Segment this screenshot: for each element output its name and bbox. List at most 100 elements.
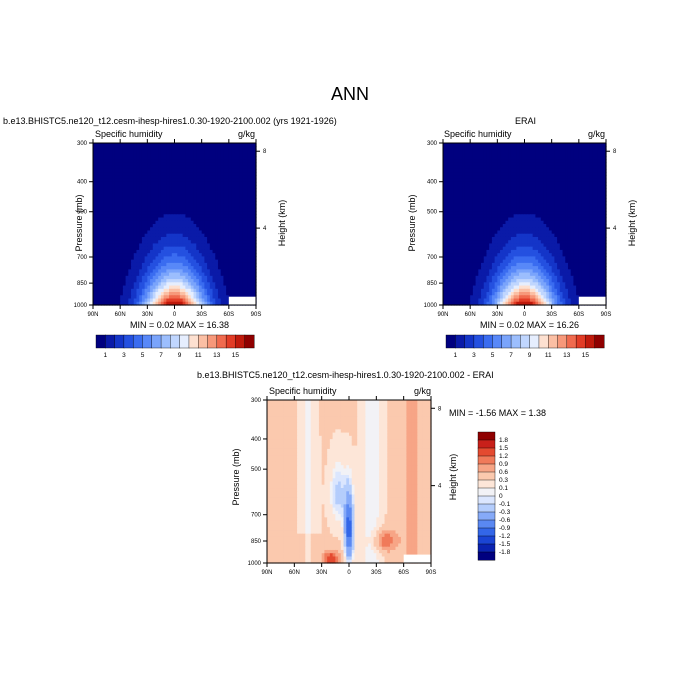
colorbar-box xyxy=(492,334,503,349)
y-tick-label: 500 xyxy=(427,210,438,216)
variable-name-erai: Specific humidity xyxy=(444,129,512,139)
colorbar-box xyxy=(529,334,540,349)
x-tick-label: 60S xyxy=(573,312,584,318)
y-tick-label: 850 xyxy=(251,539,262,545)
units-erai: g/kg xyxy=(588,129,606,139)
colorbar-box xyxy=(538,334,549,349)
y-tick-label: 700 xyxy=(77,255,88,261)
colorbar-box xyxy=(477,543,496,553)
height-tick-label: 8 xyxy=(613,149,617,155)
colorbar-box xyxy=(216,334,227,349)
colorbar-label: 13 xyxy=(563,352,571,359)
colorbar-label: 1.5 xyxy=(499,445,508,452)
minmax-model: MIN = 0.02 MAX = 16.38 xyxy=(130,320,230,330)
x-tick-label: 30S xyxy=(196,312,207,318)
y-tick-label: 500 xyxy=(251,467,262,473)
colorbar-box xyxy=(464,334,475,349)
colorbar-box xyxy=(477,447,496,457)
x-tick-label: 30S xyxy=(546,312,557,318)
y-tick-label: 700 xyxy=(251,513,262,519)
colorbar-label: 0 xyxy=(499,493,503,500)
y-tick-label: 700 xyxy=(427,255,438,261)
y-tick-label: 300 xyxy=(251,398,262,404)
colorbar-box xyxy=(477,527,496,537)
y-tick-label: 400 xyxy=(427,180,438,186)
colorbar-label: 15 xyxy=(232,352,240,359)
topography-mask xyxy=(228,296,256,305)
colorbar-box xyxy=(477,511,496,521)
colorbar-label: 13 xyxy=(213,352,221,359)
minmax-erai: MIN = 0.02 MAX = 16.26 xyxy=(480,320,580,330)
colorbar-box xyxy=(235,334,246,349)
x-tick-label: 60S xyxy=(223,312,234,318)
colorbar-box xyxy=(95,334,106,349)
x-tick-label: 30N xyxy=(142,312,153,318)
colorbar: 1 3 5 7 9 11 13 15 xyxy=(95,334,255,359)
x-tick-label: 60S xyxy=(398,570,409,576)
y-tick-label: 1000 xyxy=(424,303,438,309)
panel-title-erai: ERAI xyxy=(515,116,537,126)
topography-mask xyxy=(403,554,431,563)
figure-title: ANN xyxy=(330,84,369,104)
x-tick-label: 90S xyxy=(251,312,262,318)
colorbar-box xyxy=(142,334,153,349)
colorbar-label: 15 xyxy=(582,352,590,359)
colorbar: 1 3 5 7 9 11 13 15 xyxy=(445,334,605,359)
height-tick-label: 4 xyxy=(263,226,267,232)
y-tick-label: 300 xyxy=(427,141,438,147)
x-tick-label: 90N xyxy=(261,570,272,576)
colorbar-label: 7 xyxy=(509,352,513,359)
colorbar-box xyxy=(114,334,125,349)
y-tick-label: 850 xyxy=(427,281,438,287)
colorbar-label: 0.1 xyxy=(499,485,508,492)
chart-erai: 90N 60N 30N 0 30S 60S 90S 300 400 500 700 850 1000 4 8… xyxy=(424,139,617,359)
colorbar: 1.81.51.20.90.60.30.10-0.1-0.3-0.6-0.9-1… xyxy=(477,431,511,561)
height-tick-label: 4 xyxy=(438,484,442,490)
y-tick-label: 850 xyxy=(77,281,88,287)
y-tick-label: 1000 xyxy=(74,303,88,309)
colorbar-box xyxy=(566,334,577,349)
colorbar-box xyxy=(132,334,143,349)
colorbar-label: 3 xyxy=(472,352,476,359)
colorbar-box xyxy=(594,334,605,349)
x-tick-label: 90N xyxy=(437,312,448,318)
colorbar-box xyxy=(225,334,236,349)
colorbar-box xyxy=(179,334,190,349)
colorbar-label: -0.6 xyxy=(499,517,511,524)
colorbar-box xyxy=(170,334,181,349)
height-tick-label: 8 xyxy=(438,406,442,412)
colorbar-label: 3 xyxy=(122,352,126,359)
x-tick-label: 0 xyxy=(523,312,527,318)
x-tick-label: 0 xyxy=(173,312,177,318)
colorbar-box xyxy=(557,334,568,349)
colorbar-label: 1.2 xyxy=(499,453,508,460)
colorbar-box xyxy=(477,535,496,545)
minmax-diff: MIN = -1.56 MAX = 1.38 xyxy=(449,408,547,418)
y-tick-label: 500 xyxy=(77,210,88,216)
colorbar-label: -0.9 xyxy=(499,525,511,532)
colorbar-box xyxy=(244,334,255,349)
chart-diff: 90N 60N 30N 0 30S 60S 90S 300 400 500 700 850 1000 4 8… xyxy=(248,396,511,576)
x-tick-label: 90S xyxy=(426,570,437,576)
colorbar-label: -1.5 xyxy=(499,541,511,548)
panel-title-diff: b.e13.BHISTC5.ne120_t12.cesm-ihesp-hires… xyxy=(197,370,494,380)
colorbar-label: 5 xyxy=(141,352,145,359)
colorbar-label: 9 xyxy=(178,352,182,359)
variable-name-diff: Specific humidity xyxy=(269,386,337,396)
colorbar-box xyxy=(520,334,531,349)
colorbar-box xyxy=(477,471,496,481)
colorbar-box xyxy=(151,334,162,349)
colorbar-label: -1.8 xyxy=(499,549,511,556)
colorbar-label: 1.8 xyxy=(499,437,508,444)
contour-fill xyxy=(93,143,257,306)
colorbar-label: 11 xyxy=(195,352,202,359)
panel-title-model: b.e13.BHISTC5.ne120_t12.cesm-ihesp-hires… xyxy=(3,116,337,126)
chart-model: 90N 60N 30N 0 30S 60S 90S 300 400 500 700 850 1000 4 8… xyxy=(74,139,267,359)
colorbar-box xyxy=(477,439,496,449)
colorbar-box xyxy=(105,334,116,349)
colorbar-label: 7 xyxy=(159,352,163,359)
height-tick-label: 8 xyxy=(263,149,267,155)
colorbar-box xyxy=(477,487,496,497)
colorbar-box xyxy=(477,479,496,489)
